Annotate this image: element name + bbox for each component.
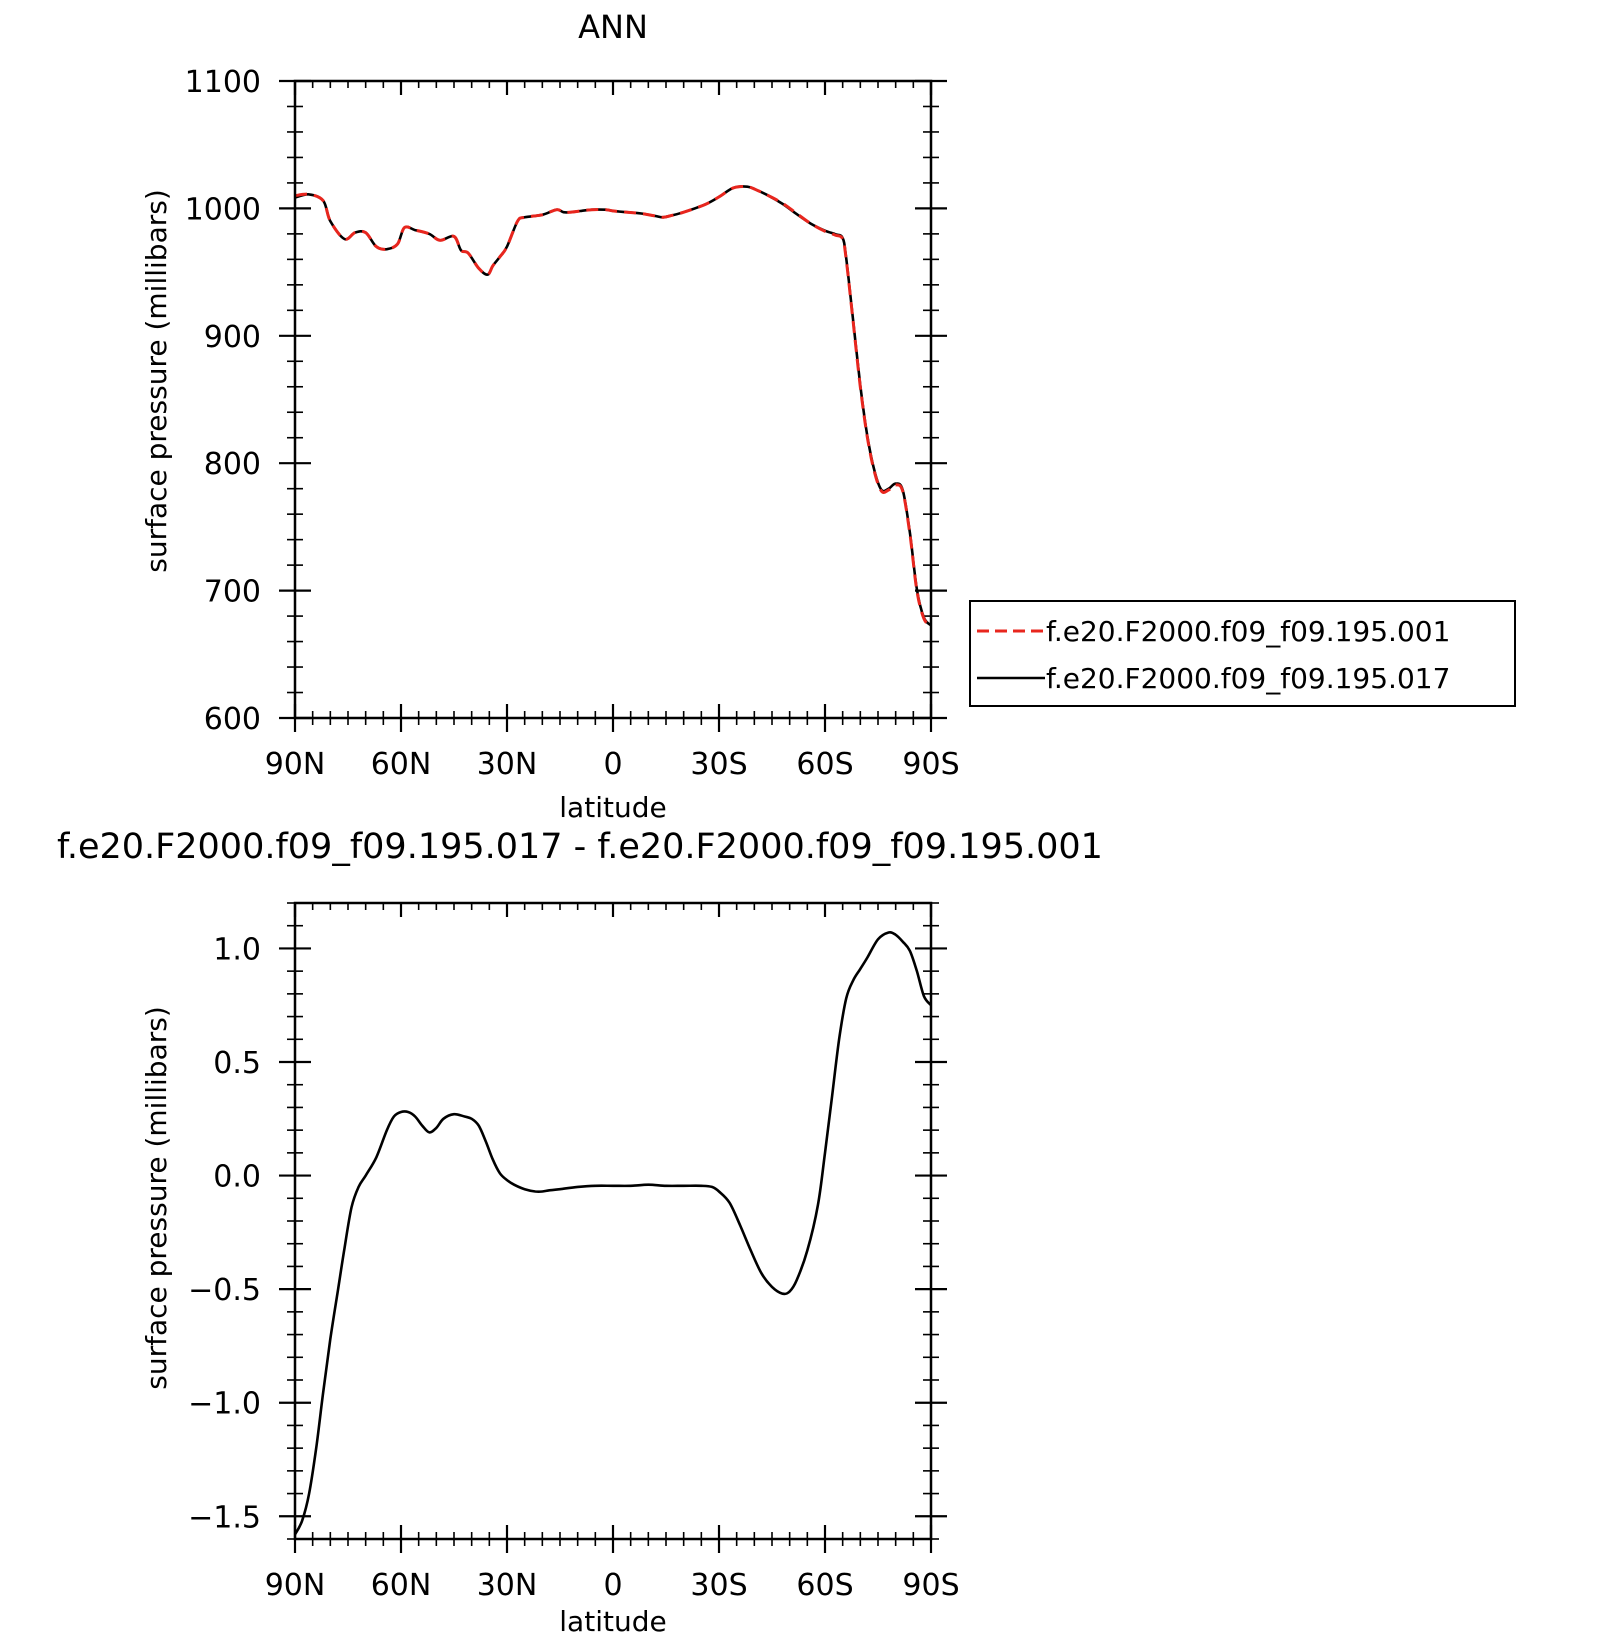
y-tick-label: 1100 — [185, 65, 261, 100]
x-tick-label: 90S — [902, 747, 959, 782]
tick-marks — [279, 79, 947, 732]
x-tick-label: 30S — [690, 1568, 747, 1603]
x-tick-labels: 90N 60N 30N 0 30S 60S 90S — [265, 747, 960, 782]
y-tick-label: 1.0 — [213, 932, 261, 967]
legend: f.e20.F2000.f09_f09.195.001 f.e20.F2000.… — [969, 600, 1516, 707]
y-axis-label: surface pressure (millibars) — [140, 189, 173, 573]
x-axis-label: latitude — [559, 791, 666, 824]
chart-title-difference: f.e20.F2000.f09_f09.195.017 - f.e20.F200… — [57, 827, 1103, 867]
y-tick-label: −0.5 — [188, 1273, 261, 1308]
x-tick-labels: 90N 60N 30N 0 30S 60S 90S — [265, 1568, 960, 1603]
y-tick-labels: 1100 1000 900 800 700 600 — [185, 65, 261, 737]
x-tick-label: 60S — [796, 1568, 853, 1603]
y-tick-label: −1.5 — [188, 1500, 261, 1535]
plot-frame — [293, 901, 933, 1541]
y-tick-label: 700 — [204, 575, 261, 610]
y-tick-labels: 1.0 0.5 0.0 −0.5 −1.0 −1.5 — [188, 932, 261, 1535]
plot-frame — [293, 79, 933, 720]
series-line-001 — [294, 184, 933, 628]
x-axis-label: latitude — [559, 1605, 666, 1635]
chart-title: ANN — [578, 8, 648, 46]
x-tick-label: 30N — [477, 1568, 538, 1603]
series-lines — [294, 184, 933, 628]
x-tick-label: 90N — [265, 1568, 326, 1603]
x-tick-label: 90N — [265, 747, 326, 782]
y-tick-label: −1.0 — [188, 1387, 261, 1422]
series-lines — [293, 931, 933, 1536]
y-tick-label: 800 — [204, 447, 261, 482]
x-tick-label: 0 — [603, 1568, 622, 1603]
series-line-017 — [294, 185, 932, 627]
y-tick-label: 0.5 — [213, 1046, 261, 1081]
series-line-1 — [293, 931, 933, 1536]
x-tick-label: 60N — [371, 1568, 432, 1603]
x-tick-label: 0 — [603, 747, 622, 782]
x-tick-label: 30N — [477, 747, 538, 782]
legend-label-017: f.e20.F2000.f09_f09.195.017 — [1046, 662, 1450, 695]
y-tick-label: 1000 — [185, 192, 261, 227]
x-tick-label: 60S — [796, 747, 853, 782]
legend-label-001: f.e20.F2000.f09_f09.195.001 — [1046, 615, 1450, 648]
y-tick-label: 900 — [204, 320, 261, 355]
y-axis-label: surface pressure (millibars) — [140, 1006, 173, 1390]
x-tick-label: 90S — [902, 1568, 959, 1603]
bottom-panel: f.e20.F2000.f09_f09.195.017 - f.e20.F200… — [57, 827, 1103, 1635]
y-tick-label: 600 — [204, 702, 261, 737]
x-tick-label: 30S — [690, 747, 747, 782]
top-panel: ANN 90N 60N 30N 0 30S 60S 90S 1100 1000 900 800 70… — [140, 8, 960, 824]
x-tick-label: 60N — [371, 747, 432, 782]
legend-box — [969, 600, 1516, 707]
y-tick-label: 0.0 — [213, 1160, 261, 1195]
